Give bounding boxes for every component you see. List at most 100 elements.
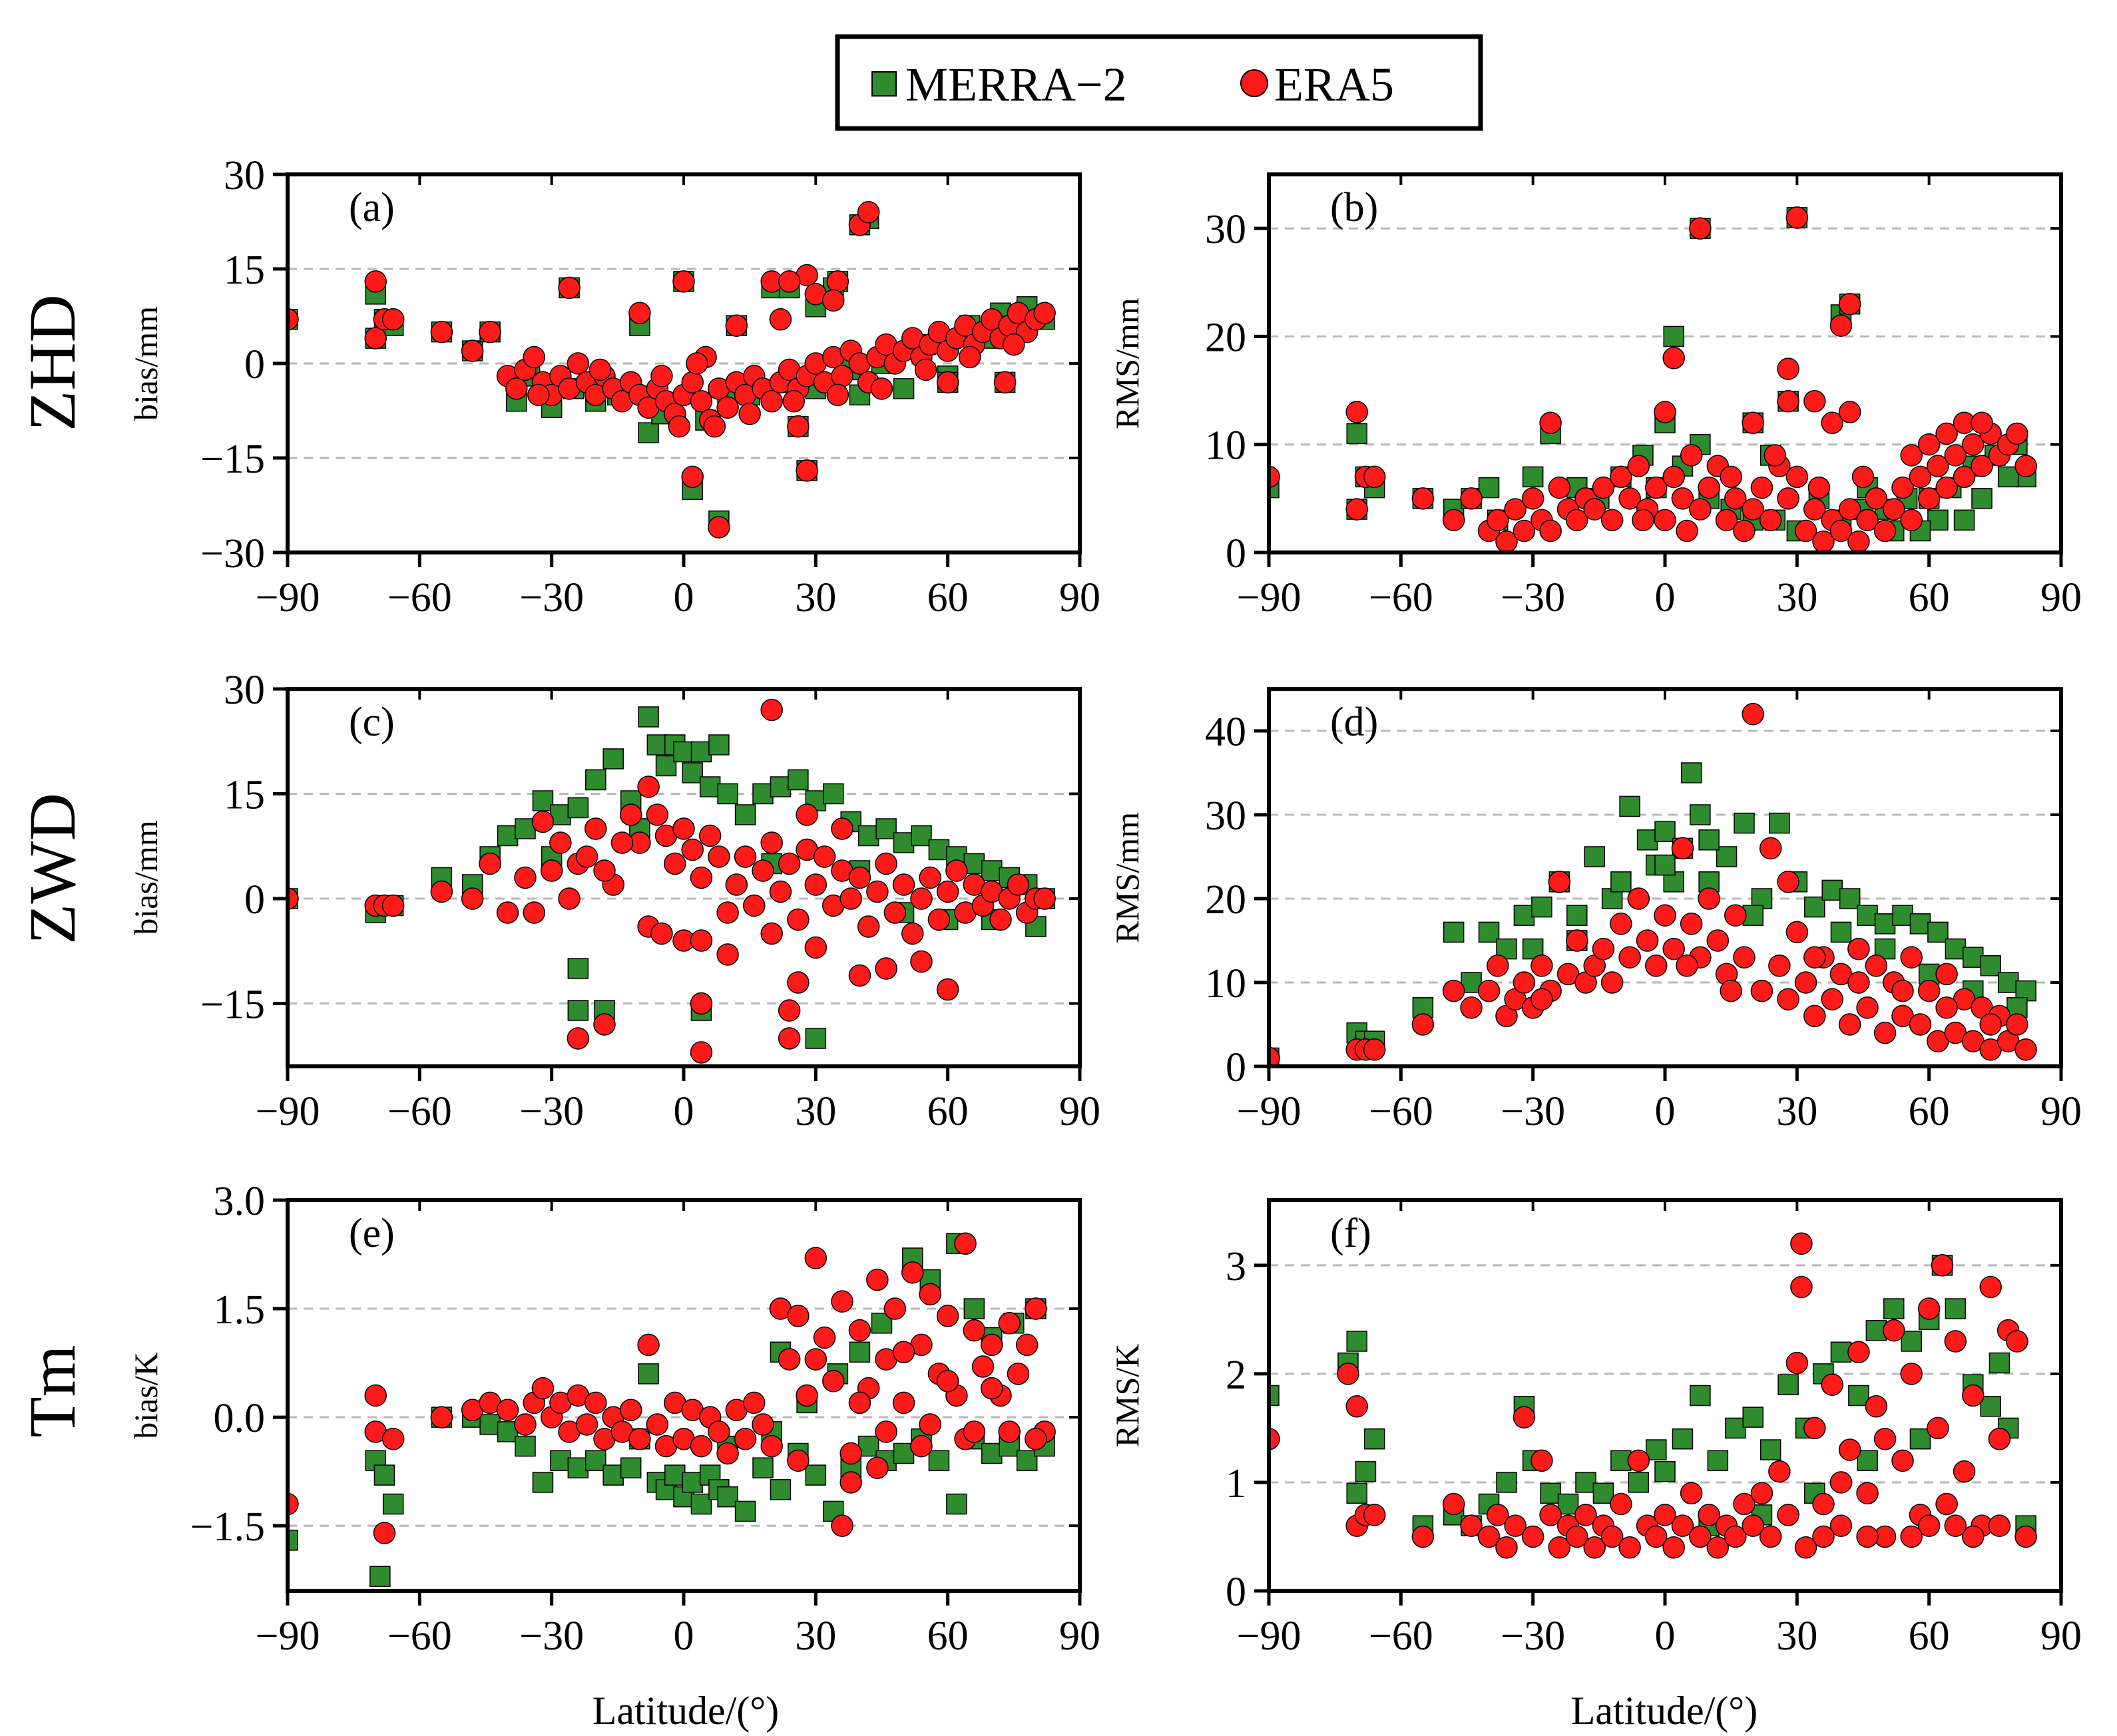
era5-point bbox=[1742, 703, 1764, 726]
x-tick-label: 90 bbox=[1059, 1089, 1100, 1134]
merra-point bbox=[1646, 1439, 1667, 1460]
era5-point bbox=[1627, 455, 1650, 477]
era5-point bbox=[1944, 1330, 1967, 1353]
era5-point bbox=[381, 894, 405, 917]
era5-point bbox=[1865, 955, 1888, 977]
era5-point bbox=[1829, 1471, 1853, 1494]
era5-point bbox=[479, 320, 501, 343]
merra-point bbox=[638, 422, 659, 443]
merra-point bbox=[928, 1450, 950, 1472]
era5-point bbox=[1600, 971, 1624, 994]
merra-point bbox=[1945, 1298, 1967, 1319]
x-tick-label: 30 bbox=[795, 1089, 836, 1134]
era5-point bbox=[1917, 1297, 1941, 1320]
y-axis-label: bias/mm bbox=[127, 306, 164, 421]
era5-point bbox=[1618, 1536, 1641, 1559]
era5-point bbox=[1706, 929, 1730, 952]
merra-point bbox=[981, 860, 1003, 881]
merra-point bbox=[699, 776, 721, 797]
era5-point bbox=[2014, 1525, 2037, 1548]
y-axis-label: bias/mm bbox=[127, 820, 164, 935]
merra-point bbox=[1857, 1450, 1878, 1472]
era5-point bbox=[1033, 302, 1056, 325]
era5-point bbox=[1777, 357, 1799, 380]
era5-point bbox=[496, 1399, 519, 1421]
era5-point bbox=[1680, 913, 1703, 935]
merra-point bbox=[1857, 905, 1878, 926]
markers bbox=[1269, 703, 2037, 1066]
era5-point bbox=[668, 415, 691, 438]
era5-point bbox=[998, 1312, 1021, 1335]
era5-point bbox=[1636, 929, 1659, 952]
x-tick-label: −30 bbox=[1501, 575, 1565, 620]
era5-point bbox=[1610, 1492, 1632, 1516]
era5-point bbox=[1654, 509, 1676, 532]
era5-point bbox=[989, 908, 1012, 931]
era5-point bbox=[1513, 519, 1536, 542]
era5-point bbox=[1935, 963, 1958, 986]
era5-point bbox=[527, 383, 550, 407]
merra-point bbox=[1909, 1428, 1931, 1450]
row-label-zwd: ZWD bbox=[15, 793, 89, 945]
era5-point bbox=[778, 999, 801, 1022]
era5-point bbox=[1487, 1504, 1509, 1526]
merra-point bbox=[1478, 477, 1500, 499]
era5-point bbox=[2006, 1330, 2028, 1353]
era5-point bbox=[1979, 1275, 2002, 1299]
era5-point bbox=[619, 1399, 642, 1421]
era5-point bbox=[1477, 1525, 1501, 1548]
era5-point bbox=[1574, 1504, 1597, 1526]
merra-point bbox=[911, 825, 932, 847]
era5-point bbox=[593, 1013, 616, 1036]
merra-point bbox=[1777, 1374, 1799, 1395]
era5-point bbox=[1900, 1525, 1923, 1548]
y-tick-label: 30 bbox=[224, 668, 265, 713]
era5-point bbox=[1654, 904, 1676, 927]
era5-point bbox=[1269, 1427, 1280, 1450]
era5-point bbox=[716, 901, 739, 924]
era5-point bbox=[1790, 1232, 1813, 1255]
merra-point bbox=[1636, 829, 1658, 851]
era5-point bbox=[971, 1355, 995, 1378]
era5-point bbox=[725, 314, 748, 337]
era5-point bbox=[743, 1391, 766, 1414]
merra-point bbox=[682, 762, 703, 783]
era5-point bbox=[585, 817, 607, 840]
era5-point bbox=[690, 866, 713, 889]
era5-point bbox=[914, 358, 937, 381]
row-label-zhd: ZHD bbox=[15, 294, 89, 431]
era5-point bbox=[1698, 1504, 1720, 1526]
merra-point bbox=[602, 1464, 624, 1486]
y-tick-label: 30 bbox=[1205, 207, 1246, 252]
markers bbox=[1269, 1232, 2037, 1559]
era5-point bbox=[1504, 498, 1527, 521]
era5-point bbox=[1504, 1514, 1527, 1537]
era5-point bbox=[1460, 996, 1483, 1019]
era5-point bbox=[1583, 1536, 1606, 1559]
era5-point bbox=[1411, 487, 1435, 510]
era5-point bbox=[1592, 937, 1615, 961]
y-axis-label: RMS/mm bbox=[1108, 298, 1146, 429]
merra-point bbox=[963, 1298, 985, 1319]
merra-point bbox=[655, 755, 677, 777]
era5-point bbox=[514, 1413, 537, 1436]
era5-point bbox=[752, 859, 774, 882]
era5-point bbox=[778, 852, 801, 875]
merra-point bbox=[770, 1479, 792, 1500]
merra-point bbox=[734, 1500, 756, 1522]
era5-point bbox=[875, 852, 897, 875]
era5-point bbox=[1007, 873, 1030, 896]
era5-point bbox=[1891, 1449, 1914, 1472]
era5-point bbox=[364, 270, 387, 293]
era5-point bbox=[1025, 1297, 1047, 1320]
era5-point bbox=[646, 803, 669, 826]
merra-point bbox=[1901, 1331, 1922, 1352]
merra-point bbox=[1980, 1396, 2001, 1417]
merra-point bbox=[1478, 921, 1500, 943]
era5-point bbox=[1900, 509, 1923, 532]
era5-point bbox=[1803, 946, 1826, 969]
x-tick-label: −30 bbox=[1501, 1089, 1565, 1134]
legend-marker-merra bbox=[871, 71, 897, 97]
panel-e: −90 −60 −30 0 30 60 90 −1.5 0.0 1.5 3.0 bias/K (e) bbox=[127, 1179, 1100, 1659]
merra-point bbox=[1363, 1428, 1385, 1450]
